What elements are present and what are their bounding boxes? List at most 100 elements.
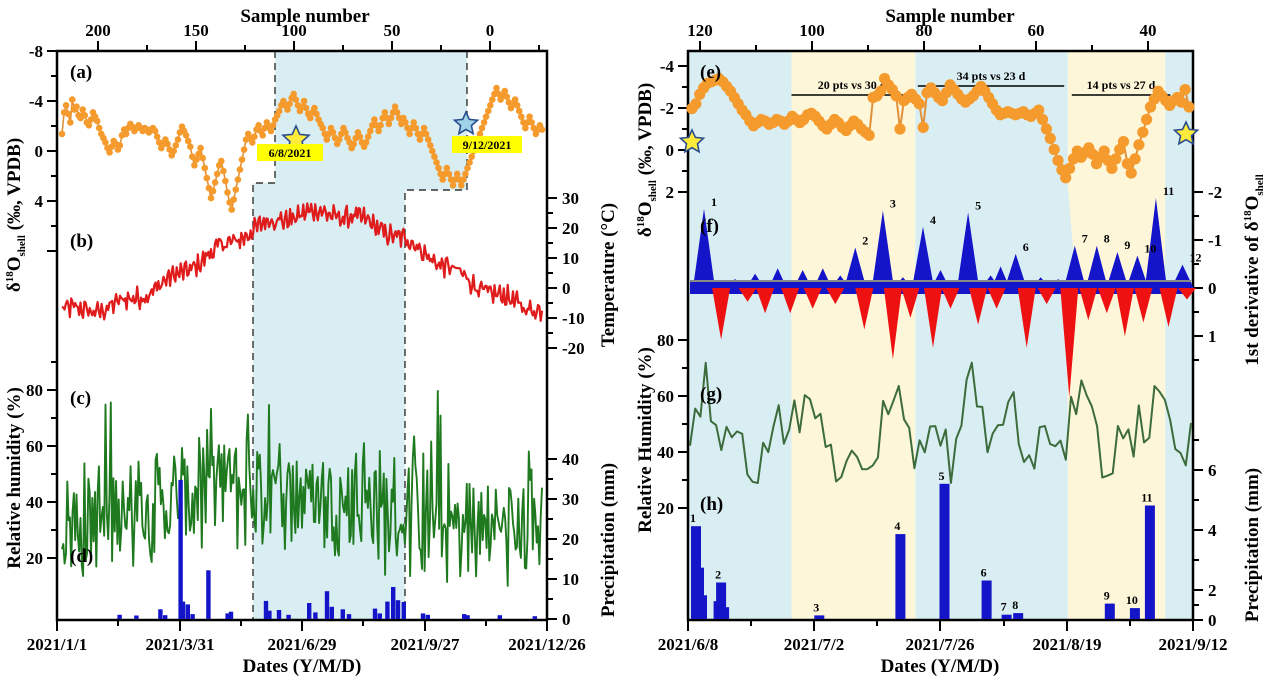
deriv-positive-lobe <box>1004 253 1027 288</box>
panel-a-point <box>67 119 74 126</box>
left-axis-temp-ticks <box>547 197 557 349</box>
panel-a-point <box>238 156 246 163</box>
panel-a-point <box>489 96 496 103</box>
panel-a-point <box>538 126 546 133</box>
right-top-tick-60: 60 <box>1028 21 1045 40</box>
left-rhtick-60: 60 <box>26 437 43 456</box>
deriv-negative-lobe <box>1097 288 1116 314</box>
left-rhtick-40: 40 <box>26 493 43 512</box>
panel-d-bar <box>385 601 390 619</box>
panel-d-bar <box>420 613 426 619</box>
panel-a-point <box>311 104 318 112</box>
deriv-negative-lobe <box>1159 288 1178 328</box>
panel-a-point <box>478 124 486 132</box>
deriv-negative-lobe <box>803 288 822 309</box>
right-xtick-1: 2021/6/8 <box>658 635 718 654</box>
panel-a-point <box>393 109 401 116</box>
panel-h-bar <box>1104 603 1115 619</box>
panel-e-point <box>1033 104 1045 116</box>
panel-a-point <box>222 177 229 185</box>
panel-a-point <box>93 117 101 125</box>
deriv-positive-lobe <box>1031 277 1050 288</box>
panel-a-point <box>362 139 370 146</box>
right-xtick-4: 2021/8/19 <box>1033 635 1102 654</box>
left-ttick-10: 10 <box>562 249 579 268</box>
svg-text:Relative Humidity (%): Relative Humidity (%) <box>635 347 656 533</box>
right-star-right <box>1172 120 1200 146</box>
deriv-positive-lobe <box>1144 198 1167 288</box>
deriv-negative-lobe <box>883 288 902 360</box>
panel-d-bar <box>276 610 282 619</box>
panel-a-point <box>323 136 331 143</box>
panel-a-point <box>203 174 211 182</box>
left-ytick-m8: -8 <box>29 42 43 61</box>
panel-a-point <box>197 144 204 152</box>
left-top-tick-200: 200 <box>85 21 111 40</box>
left-ttick-0: 0 <box>562 279 571 298</box>
left-xtick-4: 2021/9/27 <box>391 635 460 654</box>
panel-a-point <box>300 97 308 105</box>
panel-a-point <box>449 182 457 189</box>
deriv-peak-label: 10 <box>1144 242 1156 256</box>
left-bottom-ticks <box>56 620 548 631</box>
panel-a-point <box>435 164 442 172</box>
panel-h-precipitation-bars: 1 2 3 4 5 6 7 8 9 10 11 <box>690 469 1155 619</box>
right-top-tick-40: 40 <box>1140 21 1157 40</box>
right-top-tick-80: 80 <box>916 21 933 40</box>
panel-a-point <box>73 103 80 110</box>
panel-a-point <box>468 153 476 160</box>
panel-e-point <box>1137 126 1149 138</box>
panel-a-point <box>201 164 209 172</box>
panel-a-point <box>269 122 277 129</box>
left-xtick-2: 2021/3/31 <box>146 635 215 654</box>
panel-e-point <box>894 123 906 135</box>
panel-a-point <box>424 136 432 143</box>
left-ytick-4: 4 <box>35 192 44 211</box>
right-xtick-2: 2021/7/2 <box>784 635 844 654</box>
left-ttick-30: 30 <box>562 189 579 208</box>
panel-h-bar <box>939 483 950 619</box>
deriv-negative-lobe <box>1037 288 1056 305</box>
panel-e-point <box>1040 123 1052 135</box>
band-annot-label: 34 pts vs 23 d <box>957 69 1026 83</box>
panel-h-bar-label: 5 <box>939 469 945 483</box>
deriv-peak-label: 9 <box>1124 238 1130 252</box>
left-date-label-start: 6/8/2021 <box>269 146 312 160</box>
panel-e-point <box>1125 167 1137 179</box>
deriv-negative-lobe <box>1060 288 1079 398</box>
left-date-label-end: 9/12/2021 <box>463 138 512 152</box>
panel-a-point <box>122 130 130 138</box>
panel-a-point <box>224 189 231 196</box>
panel-d-bar <box>532 616 537 619</box>
panel-e-point <box>1179 84 1191 96</box>
panel-a-point <box>313 110 320 118</box>
panel-h-label: (h) <box>700 494 723 515</box>
panel-d-bar <box>324 591 330 619</box>
panel-a-point <box>228 206 235 213</box>
left-top-tick-100: 100 <box>281 21 307 40</box>
panel-d-bar <box>180 601 186 619</box>
panel-a-d18o-series <box>58 84 546 213</box>
right-axis-rh-ticks <box>678 339 688 509</box>
panel-a-point <box>58 130 66 138</box>
panel-a-point <box>484 107 492 115</box>
panel-h-bar <box>1013 613 1024 619</box>
panel-e-point <box>1106 162 1118 174</box>
left-axis-d18o-ticks <box>47 50 57 252</box>
deriv-negative-lobe <box>1134 288 1153 323</box>
panel-a-point <box>284 106 291 113</box>
panel-a-point <box>85 122 93 129</box>
panel-h-bar-minor <box>699 595 707 619</box>
deriv-positive-lobe <box>768 268 787 288</box>
panel-a-point <box>191 162 198 169</box>
right-shaded-bands <box>688 51 1193 620</box>
panel-a-point <box>501 87 509 95</box>
panel-a-point <box>240 146 248 153</box>
deriv-negative-lobe <box>987 288 1006 309</box>
panel-d-bar <box>158 609 163 619</box>
panel-e-label: (e) <box>700 62 721 83</box>
panel-a-point <box>69 96 76 103</box>
deriv-negative-lobe <box>969 288 988 325</box>
deriv-negative-lobe <box>901 288 920 318</box>
panel-a-point <box>482 113 490 120</box>
